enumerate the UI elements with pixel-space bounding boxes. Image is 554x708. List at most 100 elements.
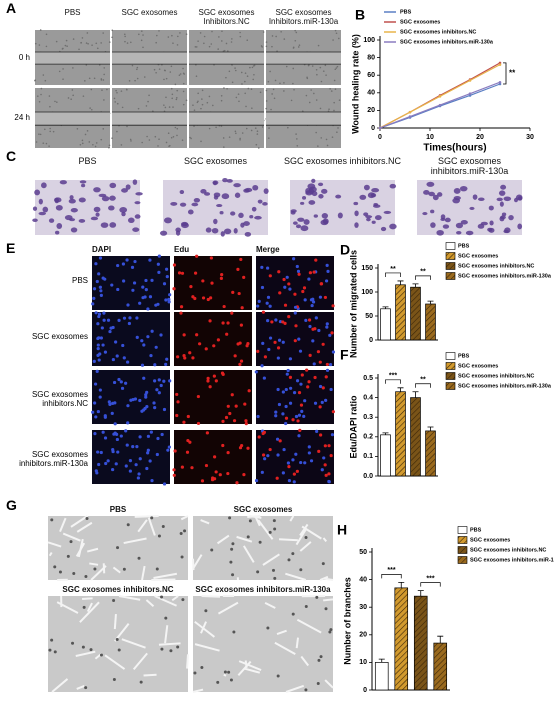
point	[438, 95, 442, 98]
speckle	[126, 125, 128, 128]
bar	[380, 434, 391, 477]
cell	[302, 196, 307, 200]
nucleus	[294, 324, 298, 328]
cell	[230, 211, 236, 216]
speckle	[208, 95, 211, 98]
tube	[324, 679, 334, 689]
micrograph	[34, 29, 111, 85]
nucleus	[152, 401, 156, 405]
nucleus	[165, 275, 169, 279]
nucleus	[91, 410, 95, 414]
nucleus	[307, 380, 311, 384]
node	[324, 607, 328, 611]
speckle	[328, 108, 330, 111]
speckle	[130, 140, 132, 142]
node	[112, 677, 116, 681]
node	[93, 567, 97, 571]
nucleus	[115, 432, 119, 436]
cell	[496, 197, 503, 202]
speckle	[70, 98, 72, 101]
speckle	[257, 147, 260, 149]
speckle	[167, 132, 170, 135]
tube	[285, 572, 307, 581]
speckle	[253, 73, 255, 76]
speckle	[326, 144, 329, 147]
cell	[430, 209, 435, 214]
speckle	[315, 131, 317, 134]
y-tick-label: 0.1	[363, 453, 373, 460]
speckle	[296, 138, 298, 140]
speckle	[208, 45, 211, 48]
nucleus	[302, 286, 307, 290]
cell	[108, 205, 115, 211]
tube	[300, 655, 310, 667]
nucleus	[122, 316, 127, 320]
nucleus	[97, 312, 102, 316]
nucleus	[124, 464, 128, 468]
cell	[317, 182, 324, 187]
nucleus	[116, 263, 120, 268]
nucleus	[97, 272, 101, 276]
cell	[56, 223, 63, 229]
speckle	[165, 96, 167, 99]
speckle	[185, 33, 188, 35]
nucleus	[221, 419, 225, 423]
nucleus	[237, 291, 241, 296]
nucleus	[156, 302, 160, 306]
nucleus	[231, 290, 235, 294]
nucleus	[92, 359, 96, 363]
micrograph	[32, 179, 143, 235]
micrograph	[290, 178, 397, 235]
panel-label: G	[6, 497, 17, 513]
nucleus	[292, 472, 296, 476]
nucleus	[315, 429, 319, 433]
nucleus	[287, 479, 292, 483]
speckle	[234, 130, 237, 133]
speckle	[292, 82, 294, 85]
speckle	[49, 130, 52, 133]
speckle	[111, 36, 113, 39]
cell	[363, 212, 369, 217]
speckle	[170, 87, 173, 90]
nucleus	[128, 316, 132, 320]
tube	[192, 688, 204, 693]
nucleus	[325, 322, 329, 326]
nucleus	[110, 283, 114, 287]
tube	[104, 654, 126, 670]
nucleus	[93, 401, 97, 405]
nucleus	[111, 449, 115, 454]
speckle	[62, 78, 64, 80]
tube	[86, 547, 99, 553]
nucleus	[288, 401, 293, 405]
cell	[311, 178, 316, 183]
tube	[223, 673, 227, 677]
nucleus	[165, 357, 169, 361]
panel-label: E	[6, 240, 16, 256]
node	[139, 680, 143, 684]
bar	[394, 587, 409, 691]
nucleus	[115, 437, 119, 442]
nucleus	[327, 479, 331, 484]
legend-swatch	[457, 546, 468, 554]
speckle	[287, 126, 289, 129]
speckle	[182, 67, 184, 70]
y-tick-label: 0	[369, 337, 373, 344]
cell	[383, 210, 392, 214]
nucleus	[208, 319, 212, 323]
nucleus	[113, 422, 117, 426]
tube	[186, 654, 189, 669]
wound-gap	[112, 112, 187, 126]
nucleus	[284, 387, 288, 392]
nucleus	[331, 410, 335, 414]
speckle	[231, 81, 234, 84]
nucleus	[263, 355, 268, 359]
tube	[123, 537, 147, 545]
cell	[119, 206, 128, 213]
cell	[69, 195, 74, 200]
speckle	[285, 65, 288, 68]
nucleus	[162, 282, 167, 286]
speckle	[54, 100, 56, 103]
speckle	[79, 143, 82, 146]
speckle	[254, 127, 257, 129]
speckle	[336, 131, 338, 134]
